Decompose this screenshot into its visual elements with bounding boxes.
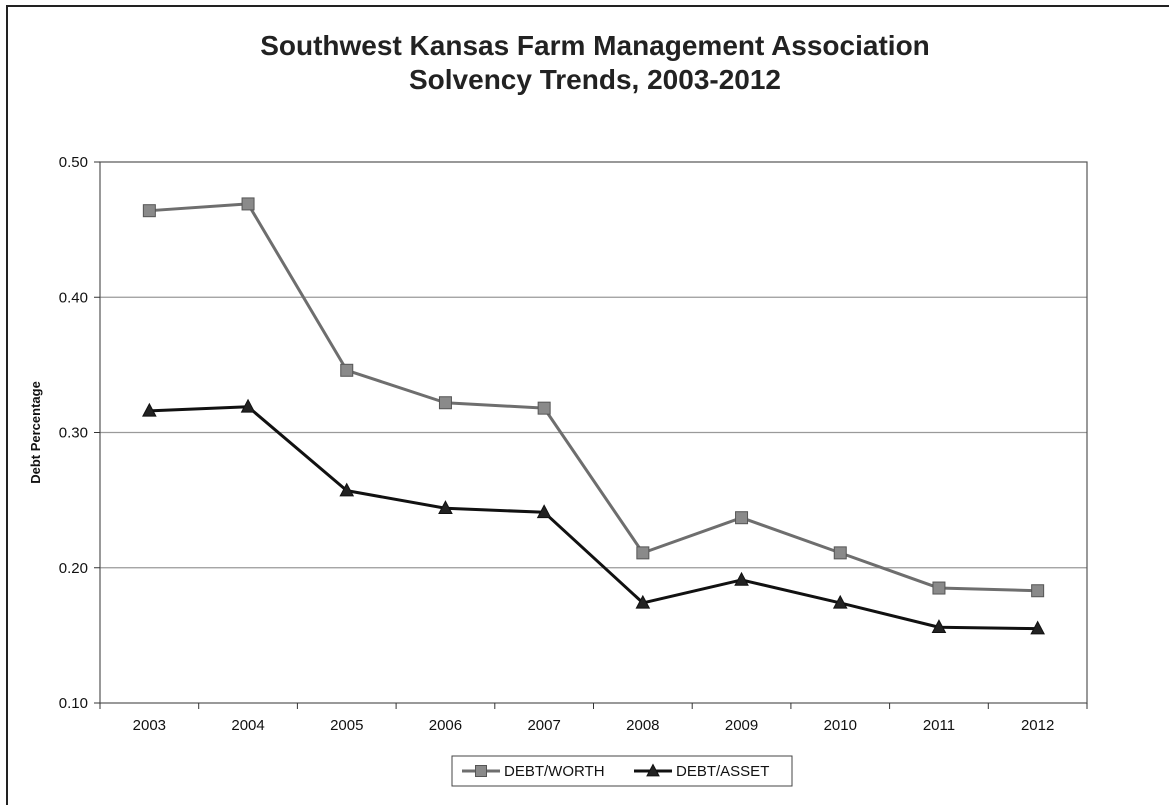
chart-frame: [6, 5, 1169, 805]
gridlines: [100, 296, 1087, 569]
y-tick-label: 0.30: [59, 425, 88, 442]
x-tick-label: 2009: [725, 717, 758, 734]
legend-marker-debt-worth: [475, 765, 487, 777]
point-debt-asset: [438, 500, 453, 515]
point-debt-worth: [636, 546, 650, 560]
series-line-debt-worth: [149, 202, 1038, 593]
point-debt-asset: [734, 571, 749, 586]
point-debt-asset: [1030, 620, 1045, 635]
point-debt-asset: [339, 482, 355, 497]
point-debt-asset: [536, 504, 552, 519]
legend-marker-debt-asset: [646, 763, 660, 777]
point-debt-asset: [240, 398, 256, 413]
point-debt-worth: [932, 581, 946, 595]
x-tick-label: 2006: [429, 717, 462, 734]
legend-label-debt-asset: DEBT/ASSET: [676, 763, 769, 780]
point-debt-asset: [832, 594, 848, 609]
legend-label-debt-worth: DEBT/WORTH: [504, 763, 605, 780]
y-tick-label: 0.50: [59, 154, 88, 171]
x-tick-label: 2004: [231, 717, 264, 734]
x-tick-label: 2005: [330, 717, 363, 734]
point-debt-worth: [241, 197, 255, 211]
y-tick-label: 0.40: [59, 289, 88, 306]
point-debt-asset: [635, 594, 651, 609]
point-debt-worth: [1031, 584, 1045, 598]
y-axis-title: Debt Percentage: [28, 381, 43, 484]
point-debt-asset: [931, 619, 947, 634]
legend: DEBT/WORTH DEBT/ASSET: [451, 755, 793, 787]
x-tick-label: 2003: [133, 717, 166, 734]
chart-subtitle: Solvency Trends, 2003-2012: [409, 64, 781, 95]
point-debt-worth: [537, 401, 551, 415]
y-tick-label: 0.10: [59, 695, 88, 712]
point-debt-worth: [833, 546, 847, 560]
legend-box: [451, 755, 793, 787]
chart-title: Southwest Kansas Farm Management Associa…: [260, 30, 930, 61]
series-line-debt-asset: [149, 405, 1038, 631]
x-tick-label: 2011: [923, 717, 955, 734]
point-debt-worth: [142, 204, 156, 218]
x-tick-label: 2007: [527, 717, 560, 734]
series-lines: [142, 197, 1045, 635]
point-debt-asset: [142, 402, 157, 417]
y-tick-label: 0.20: [59, 560, 88, 577]
point-debt-worth: [735, 511, 749, 525]
point-debt-worth: [438, 396, 452, 410]
point-debt-worth: [340, 363, 354, 377]
axes: 0.10 0.20 0.30 0.40 0.50 2003 2004 2005 2006 2007…: [28, 154, 1088, 734]
x-tick-label: 2010: [824, 717, 857, 734]
x-tick-label: 2008: [626, 717, 659, 734]
x-tick-label: 2012: [1021, 717, 1054, 734]
